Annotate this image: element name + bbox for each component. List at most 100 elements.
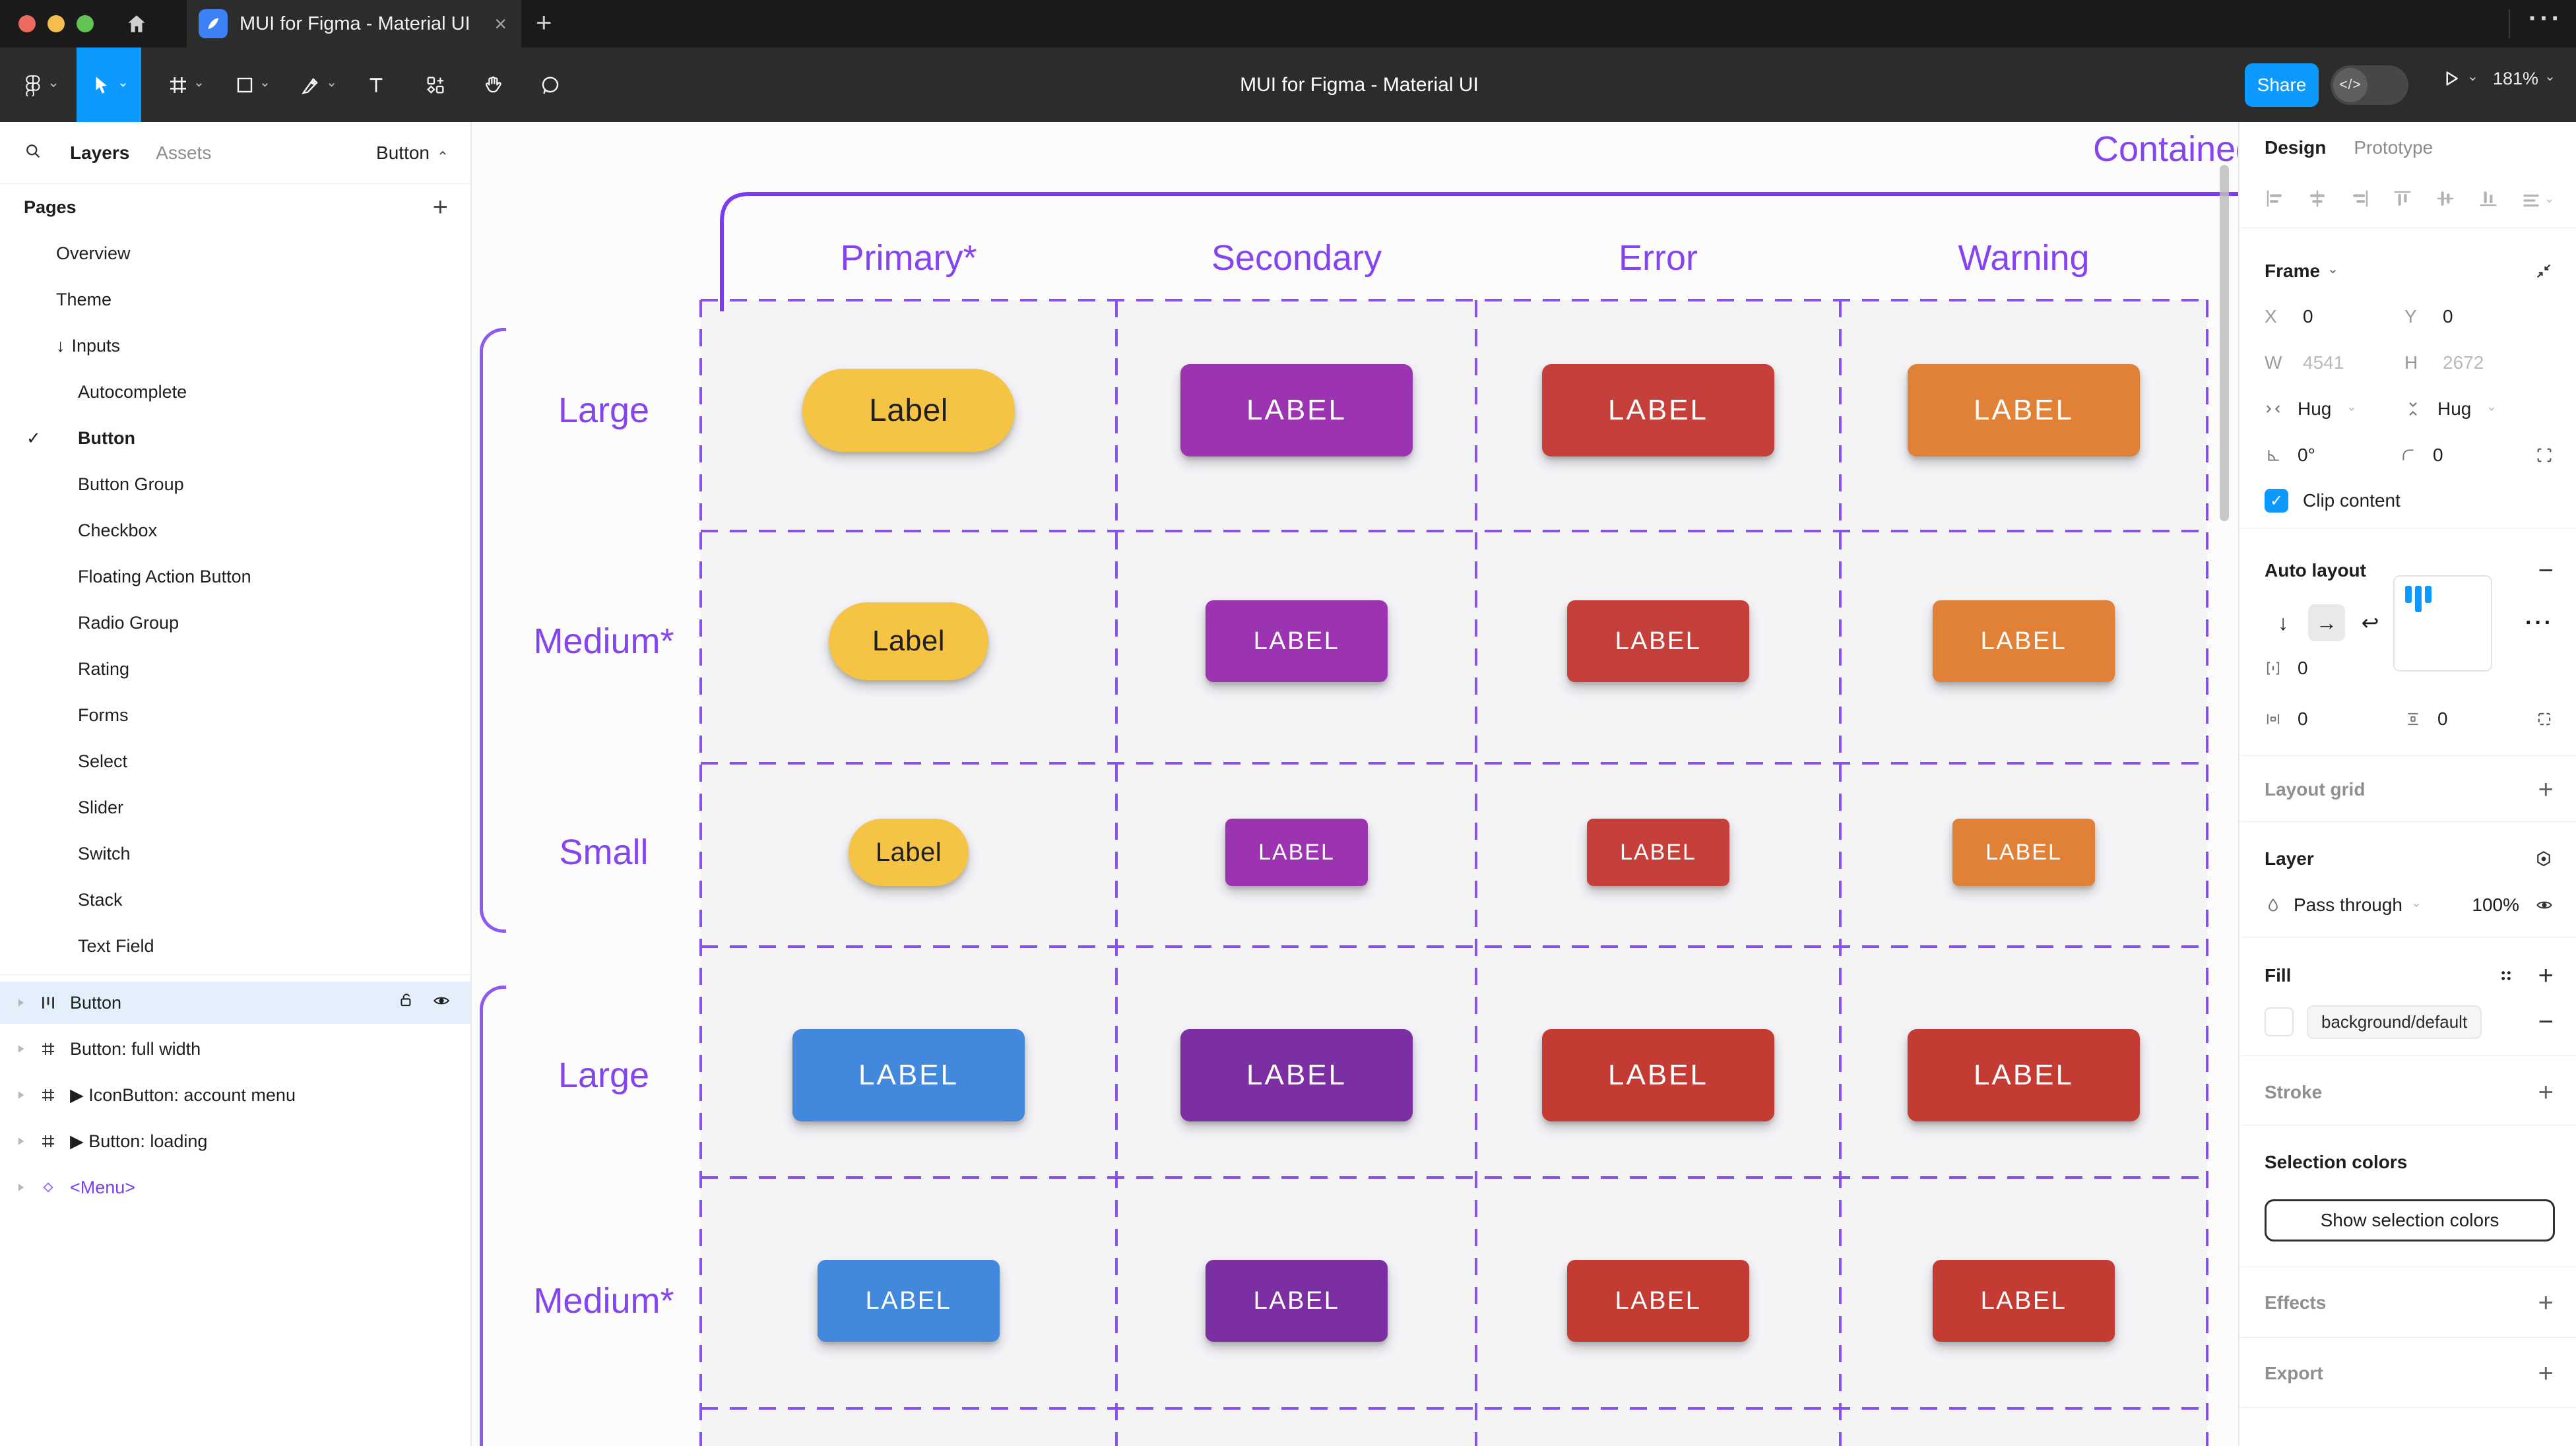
column-header-primary-[interactable]: Primary* [840,238,977,278]
minimize-window-button[interactable] [48,15,65,32]
height-field[interactable]: H 2672 [2404,352,2484,373]
canvas-button[interactable]: LABEL [1542,1029,1774,1121]
add-fill-button[interactable]: + [2538,960,2554,990]
row-label-small[interactable]: Small [559,833,649,872]
chevron-right-icon[interactable] [18,999,24,1007]
sidebar-page-stack[interactable]: Stack [0,881,470,918]
row-label-medium-[interactable]: Medium* [533,621,674,661]
sidebar-page-radio-group[interactable]: Radio Group [0,604,470,641]
horizontal-resizing-select[interactable]: Hug [2265,398,2404,420]
sidebar-page-floating-action-button[interactable]: Floating Action Button [0,558,470,595]
blend-mode-select[interactable]: Pass through [2294,895,2402,915]
new-tab-button[interactable]: + [536,7,552,38]
hand-tool-button[interactable] [472,47,515,122]
individual-padding-icon[interactable] [2535,710,2554,728]
zoom-window-button[interactable] [77,15,94,32]
layer-row--menu-[interactable]: <Menu> [0,1166,470,1209]
comment-tool-button[interactable] [529,47,571,122]
direction-vertical-button[interactable]: ↓ [2278,610,2288,635]
shape-tool-button[interactable] [224,47,280,122]
tab-layers[interactable]: Layers [70,142,130,163]
sidebar-page-select[interactable]: Select [0,743,470,780]
canvas-button[interactable]: LABEL [1206,600,1388,682]
add-page-button[interactable]: + [432,192,448,222]
add-export-button[interactable]: + [2538,1358,2554,1388]
direction-horizontal-button[interactable]: → [2308,604,2345,641]
styles-grid-icon[interactable] [2497,967,2515,984]
sidebar-page-overview[interactable]: Overview [0,235,470,272]
layer-row--iconbutton-account-menu[interactable]: ▶ IconButton: account menu [0,1074,470,1116]
sidebar-page-rating[interactable]: Rating [0,650,470,687]
chevron-right-icon[interactable] [18,1045,24,1053]
layer-row-button[interactable]: Button [0,982,470,1024]
canvas-button[interactable]: LABEL [1225,819,1368,886]
dev-mode-toggle[interactable]: </> [2331,65,2408,105]
align-top-icon[interactable] [2393,189,2412,213]
canvas[interactable]: Contained Primary*SecondaryErrorWarning … [473,122,2238,1446]
column-header-error[interactable]: Error [1619,238,1698,278]
align-horizontal-center-icon[interactable] [2307,189,2327,213]
show-selection-colors-button[interactable]: Show selection colors [2265,1199,2555,1242]
row-label-large[interactable]: Large [558,391,650,430]
canvas-scrollbar[interactable] [2220,165,2229,521]
share-button[interactable]: Share [2245,63,2319,107]
sidebar-page-theme[interactable]: Theme [0,281,470,318]
visibility-eye-icon[interactable] [432,991,451,1015]
align-vertical-center-icon[interactable] [2435,189,2455,213]
row-label-large[interactable]: Large [558,1055,650,1095]
resources-tool-button[interactable] [414,47,457,122]
frame-title[interactable]: Contained [2093,129,2238,169]
chevron-right-icon[interactable] [18,1091,24,1099]
sidebar-page-text-field[interactable]: Text Field [0,927,470,964]
text-tool-button[interactable] [356,47,396,122]
corner-radius-field[interactable]: 0 [2400,445,2535,466]
present-button[interactable] [2441,69,2478,88]
align-left-icon[interactable] [2265,189,2284,213]
canvas-button[interactable]: LABEL [1542,364,1774,456]
sidebar-page-button-group[interactable]: Button Group [0,466,470,503]
sidebar-page-switch[interactable]: Switch [0,835,470,872]
close-window-button[interactable] [18,15,36,32]
canvas-button[interactable]: LABEL [1952,819,2095,886]
canvas-button[interactable]: Label [802,369,1015,452]
home-icon[interactable] [121,8,152,40]
visibility-eye-icon[interactable] [2535,896,2554,914]
layer-row--button-loading[interactable]: ▶ Button: loading [0,1120,470,1162]
unlock-icon[interactable] [398,991,415,1015]
rotation-field[interactable]: 0° [2265,445,2400,466]
chevron-down-icon[interactable] [2328,267,2338,276]
fill-style-token[interactable]: background/default [2307,1005,2482,1039]
add-effect-button[interactable]: + [2538,1288,2554,1317]
canvas-button[interactable]: LABEL [818,1260,1000,1342]
fill-color-swatch[interactable] [2265,1007,2294,1036]
independent-corners-icon[interactable] [2535,446,2554,464]
blend-mode-icon[interactable] [2534,849,2554,869]
zoom-menu[interactable]: 181% [2493,69,2555,89]
column-header-warning[interactable]: Warning [1958,238,2090,278]
add-stroke-button[interactable]: + [2538,1077,2554,1107]
canvas-button[interactable]: LABEL [1587,819,1729,886]
column-header-secondary[interactable]: Secondary [1211,238,1382,278]
item-spacing-field[interactable]: 0 [2265,658,2404,679]
align-bottom-icon[interactable] [2478,189,2498,213]
vertical-padding-field[interactable]: 0 [2404,708,2503,730]
canvas-button[interactable]: Label [849,819,969,886]
tab-prototype[interactable]: Prototype [2354,137,2433,158]
tab-assets[interactable]: Assets [156,142,212,163]
frame-tool-button[interactable] [157,47,214,122]
close-tab-icon[interactable]: × [494,11,507,36]
canvas-button[interactable]: LABEL [1933,600,2115,682]
remove-auto-layout-button[interactable]: − [2538,555,2554,585]
align-right-icon[interactable] [2350,189,2370,213]
auto-layout-more-icon[interactable]: ··· [2525,610,2554,635]
canvas-button[interactable]: LABEL [792,1029,1025,1121]
canvas-button[interactable]: LABEL [1206,1260,1388,1342]
sidebar-page-autocomplete[interactable]: Autocomplete [0,373,470,410]
row-label-medium-[interactable]: Medium* [533,1281,674,1321]
collapse-panel-icon[interactable] [2534,261,2554,281]
window-overflow-menu-icon[interactable]: ··· [2528,4,2563,33]
move-tool-button[interactable] [77,47,141,122]
horizontal-padding-field[interactable]: 0 [2265,708,2404,730]
layer-row-button-full-width[interactable]: Button: full width [0,1028,470,1070]
